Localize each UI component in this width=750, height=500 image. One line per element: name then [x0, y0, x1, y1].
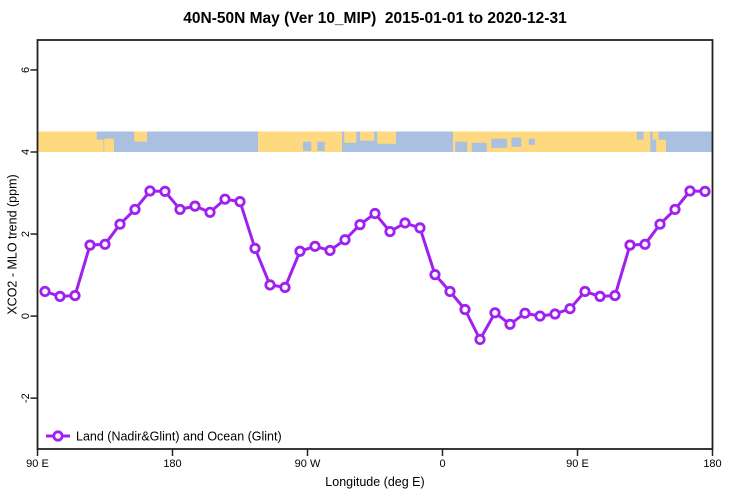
y-tick-label: 4 — [20, 149, 32, 155]
map-band-land-segment — [104, 138, 114, 152]
data-point-marker — [699, 185, 711, 197]
plot-border — [36, 39, 714, 450]
data-point-marker — [684, 185, 696, 197]
data-point-marker — [99, 238, 111, 250]
x-tick-label: 90 E — [566, 458, 589, 470]
map-band-water-patch — [96, 131, 104, 140]
data-point-marker — [159, 185, 171, 197]
data-series — [39, 185, 711, 346]
axes: 90 E 180 90 W 0 90 E 180 -2 0 2 4 6 — [20, 39, 722, 470]
data-point-marker — [39, 285, 51, 298]
data-point-marker — [69, 289, 81, 302]
map-band — [37, 131, 713, 152]
data-point-marker — [444, 285, 456, 298]
map-band-land-segment — [344, 131, 357, 143]
x-tick-label: 0 — [439, 458, 445, 470]
data-point-marker — [594, 290, 606, 302]
map-band-land-segment — [652, 131, 659, 140]
map-band-land-segment — [360, 131, 375, 141]
data-point-marker — [54, 290, 66, 302]
data-point-marker — [339, 234, 351, 246]
data-point-marker — [579, 285, 591, 298]
y-tick-label: -2 — [20, 393, 32, 403]
data-point-marker — [624, 239, 636, 251]
data-point-marker — [219, 193, 231, 205]
map-band-water-patch — [303, 141, 312, 151]
y-axis-title: XCO2 - MLO trend (ppm) — [6, 174, 20, 314]
data-point-marker — [399, 217, 411, 229]
data-point-marker — [264, 279, 276, 291]
data-point-marker — [504, 318, 516, 330]
legend-label: Land (Nadir&Glint) and Ocean (Glint) — [76, 430, 282, 444]
data-point-marker — [654, 218, 666, 230]
data-point-marker — [489, 307, 501, 319]
map-band-land-segment — [258, 131, 342, 152]
data-point-marker — [429, 269, 441, 281]
data-point-marker — [384, 225, 396, 238]
map-band-water-patch — [317, 141, 325, 151]
y-tick-label: 2 — [20, 231, 32, 237]
data-point-marker — [174, 203, 186, 216]
map-band-water-patch — [455, 141, 468, 152]
data-point-marker — [189, 200, 201, 212]
data-point-marker — [144, 185, 156, 197]
x-tick-label: 180 — [163, 458, 181, 470]
map-band-water-patch — [491, 138, 507, 148]
map-band-land-segment — [37, 131, 104, 152]
data-point-marker — [294, 245, 306, 257]
map-band-land-segment — [134, 131, 147, 142]
data-point-marker — [474, 333, 486, 346]
map-band-water-patch — [636, 131, 644, 140]
data-point-marker — [204, 206, 216, 218]
map-band-land-segment — [377, 131, 396, 144]
data-point-marker — [369, 207, 381, 220]
map-band-water-patch — [471, 142, 487, 152]
data-point-marker — [84, 239, 96, 251]
y-tick-label: 0 — [20, 313, 32, 319]
data-point-marker — [354, 219, 366, 231]
map-band-land-segment — [656, 139, 666, 152]
legend-marker — [52, 430, 64, 442]
data-point-marker — [669, 203, 681, 216]
map-band-water-patch — [511, 137, 522, 147]
data-point-marker — [234, 196, 246, 208]
x-tick-label: 90 E — [26, 458, 49, 470]
legend: Land (Nadir&Glint) and Ocean (Glint) — [46, 430, 282, 444]
data-point-marker — [129, 203, 141, 216]
data-point-marker — [639, 238, 651, 250]
data-point-marker — [564, 303, 576, 315]
chart-title: 40N-50N May (Ver 10_MIP) 2015-01-01 to 2… — [183, 10, 567, 27]
y-tick-label: 6 — [20, 67, 32, 73]
data-point-marker — [249, 242, 261, 254]
data-point-marker — [414, 222, 426, 234]
map-band-water-patch — [528, 138, 535, 145]
x-tick-label: 180 — [703, 458, 721, 470]
data-point-marker — [279, 281, 291, 293]
data-point-marker — [309, 240, 321, 252]
data-point-marker — [609, 289, 621, 302]
data-point-marker — [114, 218, 126, 230]
data-point-marker — [519, 307, 531, 319]
x-tick-label: 90 W — [295, 458, 321, 470]
data-point-marker — [459, 303, 471, 316]
x-axis-title: Longitude (deg E) — [325, 475, 424, 489]
data-point-marker — [324, 244, 336, 257]
data-point-marker — [534, 310, 546, 322]
data-point-marker — [549, 308, 561, 320]
